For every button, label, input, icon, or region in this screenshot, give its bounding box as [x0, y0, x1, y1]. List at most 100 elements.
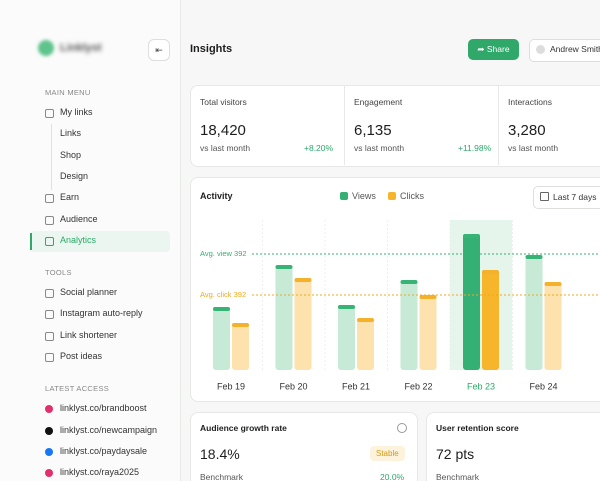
legend-swatch: [388, 192, 396, 200]
divider: [498, 85, 499, 165]
menu-item[interactable]: Instagram auto-reply: [60, 308, 143, 319]
menu-icon: [45, 353, 54, 362]
legend-swatch: [340, 192, 348, 200]
bar: [338, 305, 355, 370]
bar: [232, 323, 249, 370]
menu-item[interactable]: Earn: [60, 192, 80, 203]
stat-sub: vs last month: [508, 143, 559, 153]
menu-icon: [45, 215, 54, 225]
site-icon: [45, 469, 53, 478]
collapse-button[interactable]: ⇤: [148, 39, 170, 61]
stat-delta: +11.98%: [458, 143, 492, 153]
menu-item[interactable]: Links: [60, 128, 82, 139]
stat-label: Interactions: [508, 97, 552, 107]
x-tick-label: Feb 20: [279, 381, 307, 391]
stat-value: 18,420: [200, 122, 246, 139]
site-icon: [45, 405, 53, 414]
x-tick-label: Feb 22: [404, 381, 432, 391]
divider: [344, 85, 345, 165]
chart-title: Activity: [200, 191, 233, 201]
bar: [482, 270, 499, 370]
bar: [294, 278, 312, 370]
avg-label: Avg. view 392: [200, 249, 247, 258]
bar: [275, 265, 293, 370]
x-tick-label: Feb 19: [217, 381, 245, 391]
metric-card: [426, 412, 600, 481]
user-button[interactable]: [529, 39, 600, 62]
bar-cap: [213, 307, 230, 311]
menu-item[interactable]: linklyst.co/paydaysale: [60, 445, 148, 456]
logo: [38, 40, 54, 56]
page-title: Insights: [190, 43, 233, 55]
bar: [419, 295, 437, 370]
x-tick-label: Feb 21: [342, 381, 370, 391]
bar-cap: [482, 270, 499, 274]
range-button[interactable]: [533, 186, 600, 209]
card-sub-value: 20.0%: [380, 472, 405, 481]
brand: Linklyst: [60, 42, 102, 54]
card-sub: Benchmark: [436, 472, 479, 481]
menu-icon: [45, 310, 54, 320]
info-icon: [397, 423, 407, 433]
calendar-icon: [540, 192, 549, 201]
active-bar: [30, 232, 32, 250]
menu-item-active[interactable]: Analytics: [60, 234, 97, 245]
stat-value: 3,280: [508, 122, 546, 139]
menu-item[interactable]: linklyst.co/brandboost: [60, 403, 147, 414]
bar-cap: [525, 255, 543, 259]
menu-icon: [45, 331, 54, 341]
card-value: 18.4%: [200, 446, 240, 462]
bar-cap: [357, 318, 374, 322]
bar: [463, 234, 480, 370]
user-name: Andrew Smith: [550, 44, 600, 54]
stat-sub: vs last month: [354, 143, 405, 153]
bar: [400, 280, 418, 370]
bar-cap: [419, 295, 437, 299]
range-label: Last 7 days: [553, 192, 597, 202]
bar-cap: [294, 278, 312, 282]
bar-cap: [338, 305, 355, 309]
card-title: User retention score: [436, 423, 519, 433]
active-bg: [30, 230, 170, 252]
bar-cap: [400, 280, 418, 284]
menu-item[interactable]: Post ideas: [60, 351, 103, 361]
section-title: LATEST ACCESS: [45, 384, 110, 394]
menu-icon: [45, 109, 54, 118]
stat-delta: +8.20%: [304, 143, 334, 153]
site-icon: [45, 447, 53, 456]
menu-icon: [45, 289, 54, 299]
menu-item[interactable]: Social planner: [60, 287, 118, 298]
card-sub: Benchmark: [200, 472, 243, 481]
section-title: TOOLS: [45, 268, 72, 278]
x-tick-label: Feb 23: [467, 381, 495, 391]
section-title: MAIN MENU: [45, 88, 91, 97]
share-button[interactable]: ➦ Share: [468, 39, 519, 60]
stat-sub: vs last month: [200, 143, 251, 153]
x-tick-label: Feb 24: [529, 381, 557, 391]
bar-cap: [275, 265, 293, 269]
legend-label: Clicks: [400, 191, 424, 201]
bar-cap: [232, 323, 249, 327]
stat-value: 6,135: [354, 122, 392, 139]
bar: [357, 318, 374, 370]
menu-item[interactable]: linklyst.co/raya2025: [60, 467, 140, 478]
menu-icon: [45, 194, 54, 204]
bar: [544, 282, 562, 370]
stat-label: Engagement: [354, 97, 403, 107]
bar-cap: [463, 234, 480, 238]
menu-item[interactable]: linklyst.co/newcampaign: [60, 424, 158, 435]
badge: Stable: [370, 446, 405, 461]
site-icon: [45, 426, 53, 435]
menu-item[interactable]: Shop: [60, 149, 82, 160]
menu-icon: [45, 236, 54, 246]
menu-item[interactable]: Audience: [60, 213, 98, 224]
bar: [213, 307, 230, 370]
stat-label: Total visitors: [200, 97, 247, 107]
menu-item[interactable]: Link shortener: [60, 329, 118, 340]
sub-guide: [51, 124, 52, 190]
menu-item[interactable]: Design: [60, 170, 89, 181]
menu-item[interactable]: My links: [60, 107, 93, 117]
legend-label: Views: [352, 191, 376, 201]
